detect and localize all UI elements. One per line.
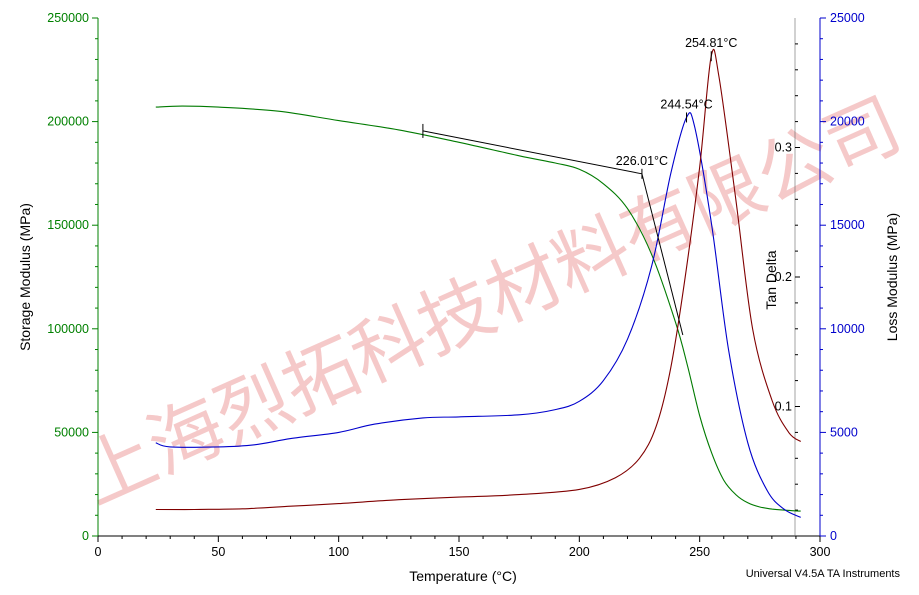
- series-line-tan-delta: [155, 49, 802, 511]
- onset-tangent-line: [641, 173, 684, 336]
- left-tick-label: 150000: [47, 218, 89, 232]
- tan-delta-axis: 0.1 0.2 0.3: [775, 43, 800, 511]
- series-line-storage-modulus-mpa: [155, 105, 801, 512]
- loss-modulus-tick-label: 25000: [830, 11, 865, 25]
- x-tick-label: 250: [689, 545, 710, 559]
- loss-modulus-tick-label: 5000: [830, 425, 858, 439]
- peak-annotations: 254.81°C 244.54°C 226.01°C: [616, 36, 737, 179]
- peak-label: 254.81°C: [685, 36, 737, 50]
- peak-label: 226.01°C: [616, 154, 668, 168]
- series-layer: [155, 49, 802, 518]
- x-tick-label: 50: [211, 545, 225, 559]
- left-axis-title: Storage Modulus (MPa): [17, 203, 33, 351]
- x-tick-label: 150: [449, 545, 470, 559]
- instrument-footer: Universal V4.5A TA Instruments: [746, 568, 901, 580]
- tan-delta-tick-label: 0.1: [775, 400, 792, 414]
- left-tick-label: 200000: [47, 115, 89, 129]
- left-tick-label: 250000: [47, 11, 89, 25]
- onset-tangent-line: [422, 130, 643, 175]
- peak-label: 244.54°C: [660, 97, 712, 111]
- loss-modulus-tick-label: 20000: [830, 115, 865, 129]
- tan-delta-tick-label: 0.3: [775, 141, 792, 155]
- onset-tangents: [422, 123, 684, 336]
- tan-delta-tick-label: 0.2: [775, 270, 792, 284]
- x-axis: 0 50 100 150 200 250 300: [95, 536, 831, 559]
- left-tick-label: 0: [82, 529, 89, 543]
- loss-modulus-axis-title: Loss Modulus (MPa): [884, 213, 900, 341]
- x-tick-label: 200: [569, 545, 590, 559]
- left-tick-label: 100000: [47, 322, 89, 336]
- x-tick-label: 0: [95, 545, 102, 559]
- x-tick-label: 300: [810, 545, 831, 559]
- loss-modulus-tick-label: 15000: [830, 218, 865, 232]
- tan-delta-axis-title: Tan Delta: [763, 250, 779, 309]
- x-tick-label: 100: [328, 545, 349, 559]
- left-axis: 0 50000 100000 150000 200000 250000: [47, 11, 98, 543]
- x-axis-title: Temperature (°C): [409, 568, 517, 584]
- loss-modulus-tick-label: 10000: [830, 322, 865, 336]
- left-tick-label: 50000: [54, 425, 89, 439]
- series-line-loss-modulus-mpa: [155, 112, 801, 518]
- loss-modulus-axis: 0 5000 10000 15000 20000 25000: [820, 11, 865, 543]
- loss-modulus-tick-label: 0: [830, 529, 837, 543]
